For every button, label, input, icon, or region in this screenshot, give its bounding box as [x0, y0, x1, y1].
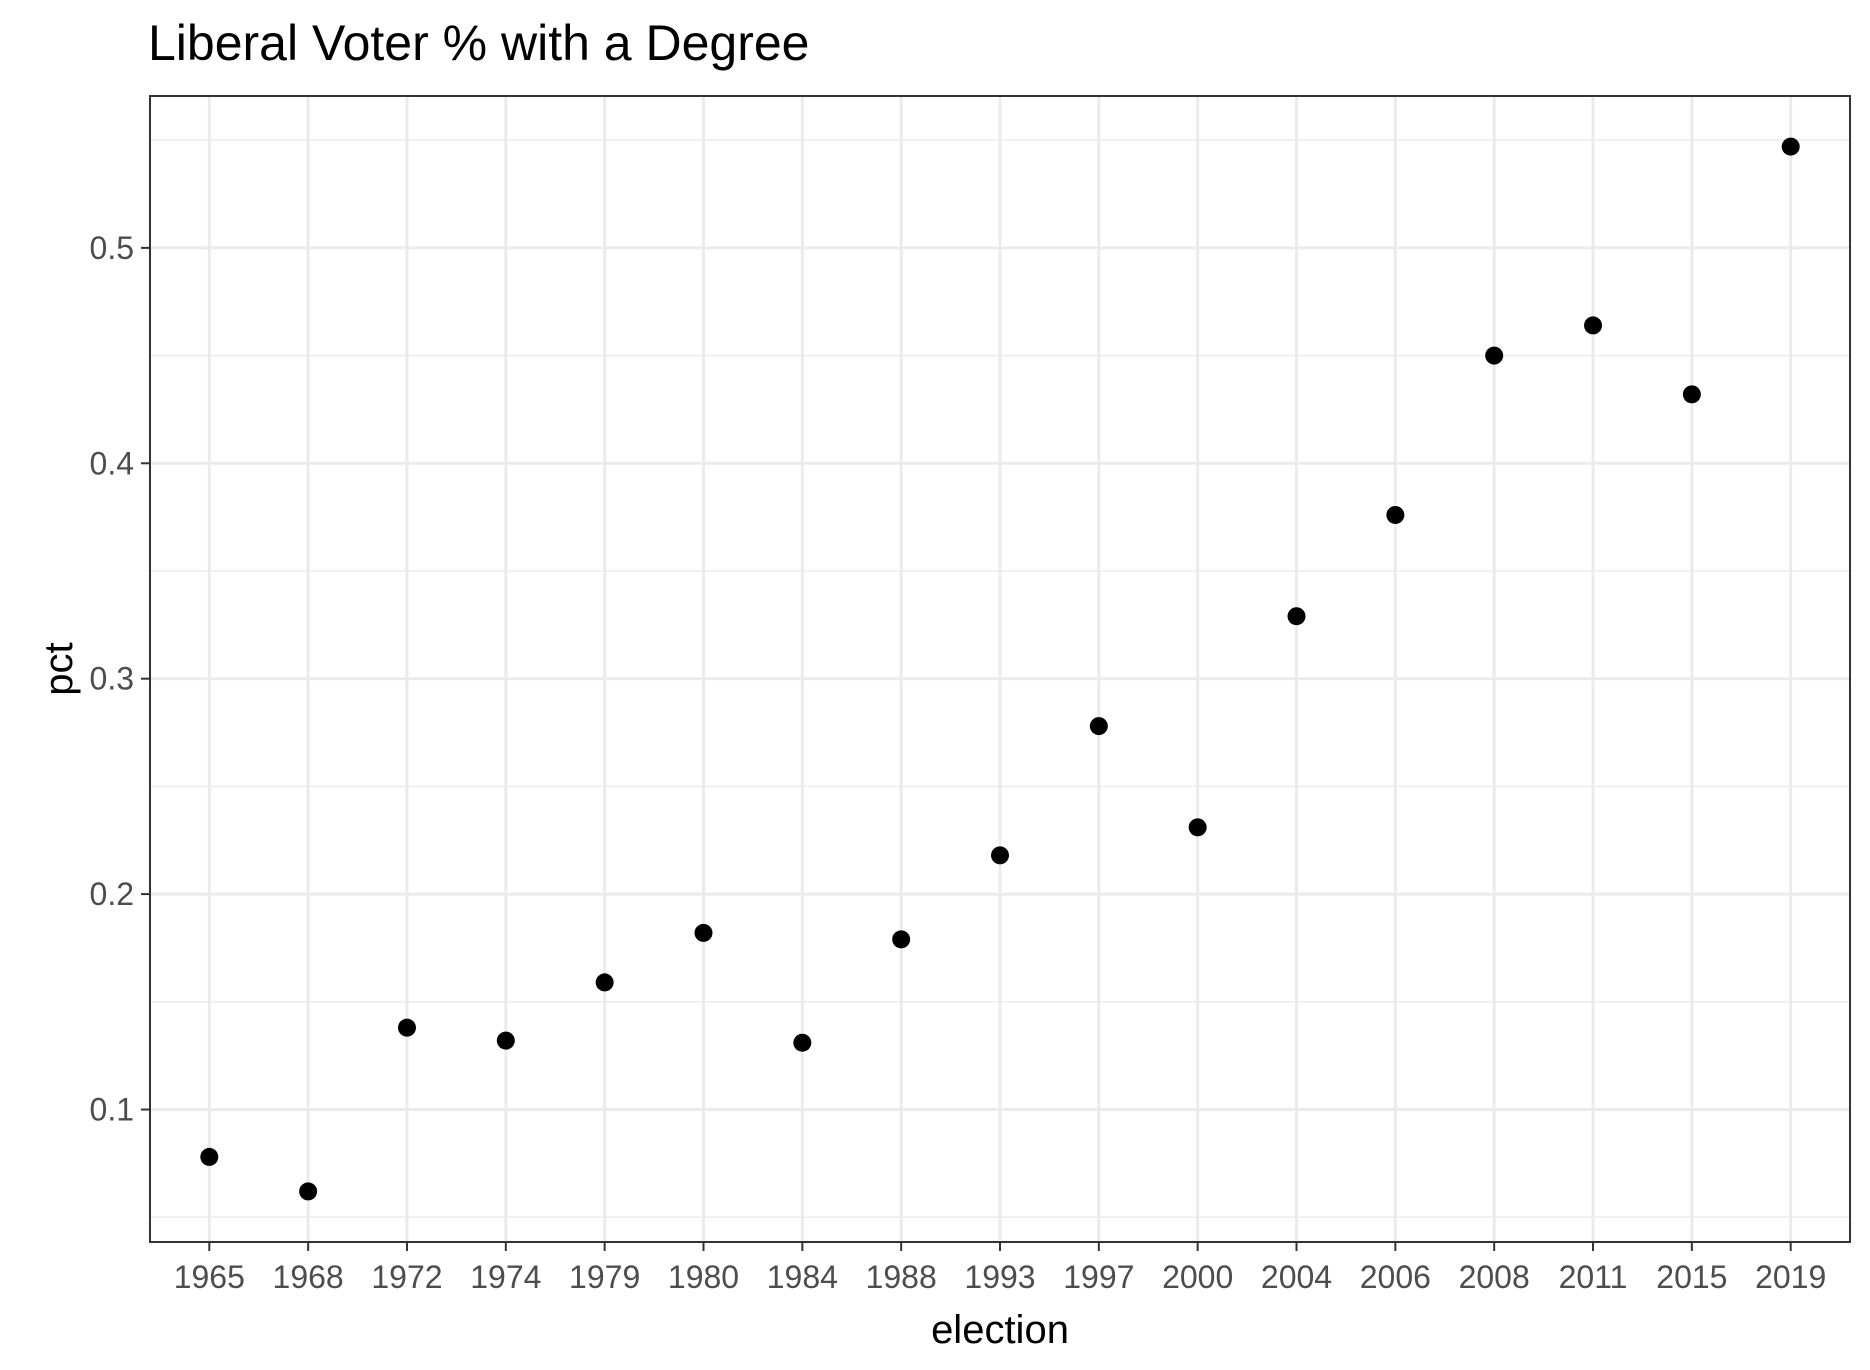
- x-tick-label: 2004: [1261, 1259, 1332, 1295]
- data-point: [496, 1031, 515, 1050]
- x-tick-label: 2011: [1559, 1259, 1628, 1295]
- x-tick-label: 1980: [668, 1259, 739, 1295]
- x-tick-label: 1968: [273, 1259, 344, 1295]
- y-axis: 0.1 0.2 0.3 0.4 0.5: [90, 230, 150, 1128]
- x-tick-label: 1993: [964, 1259, 1035, 1295]
- x-tick-label: 1974: [470, 1259, 541, 1295]
- data-point: [1682, 385, 1701, 404]
- x-axis: 1965 1968 1972 1974 1979 1980 1984 1988 1993 1997…: [174, 1242, 1826, 1295]
- data-point: [694, 923, 713, 942]
- x-axis-title: election: [931, 1308, 1069, 1352]
- x-tick-label: 1988: [866, 1259, 937, 1295]
- data-point: [1781, 137, 1800, 156]
- x-tick-label: 1965: [174, 1259, 245, 1295]
- data-point: [1485, 346, 1504, 365]
- x-tick-label: 2006: [1360, 1259, 1431, 1295]
- x-tick-label: 2000: [1162, 1259, 1233, 1295]
- y-tick-label: 0.4: [90, 445, 134, 481]
- x-tick-label: 1997: [1063, 1259, 1134, 1295]
- data-points: [200, 137, 1800, 1201]
- data-point: [793, 1033, 812, 1052]
- grid-lines: [150, 96, 1850, 1242]
- x-tick-label: 1972: [371, 1259, 442, 1295]
- data-point: [1188, 818, 1207, 837]
- y-axis-title: pct: [37, 642, 81, 695]
- x-tick-label: 1984: [767, 1259, 838, 1295]
- data-point: [200, 1147, 219, 1166]
- x-tick-label: 2008: [1459, 1259, 1530, 1295]
- data-point: [595, 973, 614, 992]
- data-point: [299, 1182, 318, 1201]
- data-point: [1584, 316, 1603, 335]
- y-tick-label: 0.5: [90, 230, 134, 266]
- y-tick-label: 0.3: [90, 661, 134, 697]
- x-tick-label: 1979: [569, 1259, 640, 1295]
- y-tick-label: 0.2: [90, 876, 134, 912]
- x-tick-label: 2015: [1656, 1259, 1727, 1295]
- y-tick-label: 0.1: [90, 1092, 134, 1128]
- chart-title: Liberal Voter % with a Degree: [148, 15, 809, 71]
- data-point: [892, 930, 911, 949]
- data-point: [1386, 505, 1405, 524]
- data-point: [1089, 717, 1108, 736]
- x-tick-label: 2019: [1755, 1259, 1826, 1295]
- data-point: [1287, 607, 1306, 626]
- data-point: [397, 1018, 416, 1037]
- data-point: [991, 846, 1009, 865]
